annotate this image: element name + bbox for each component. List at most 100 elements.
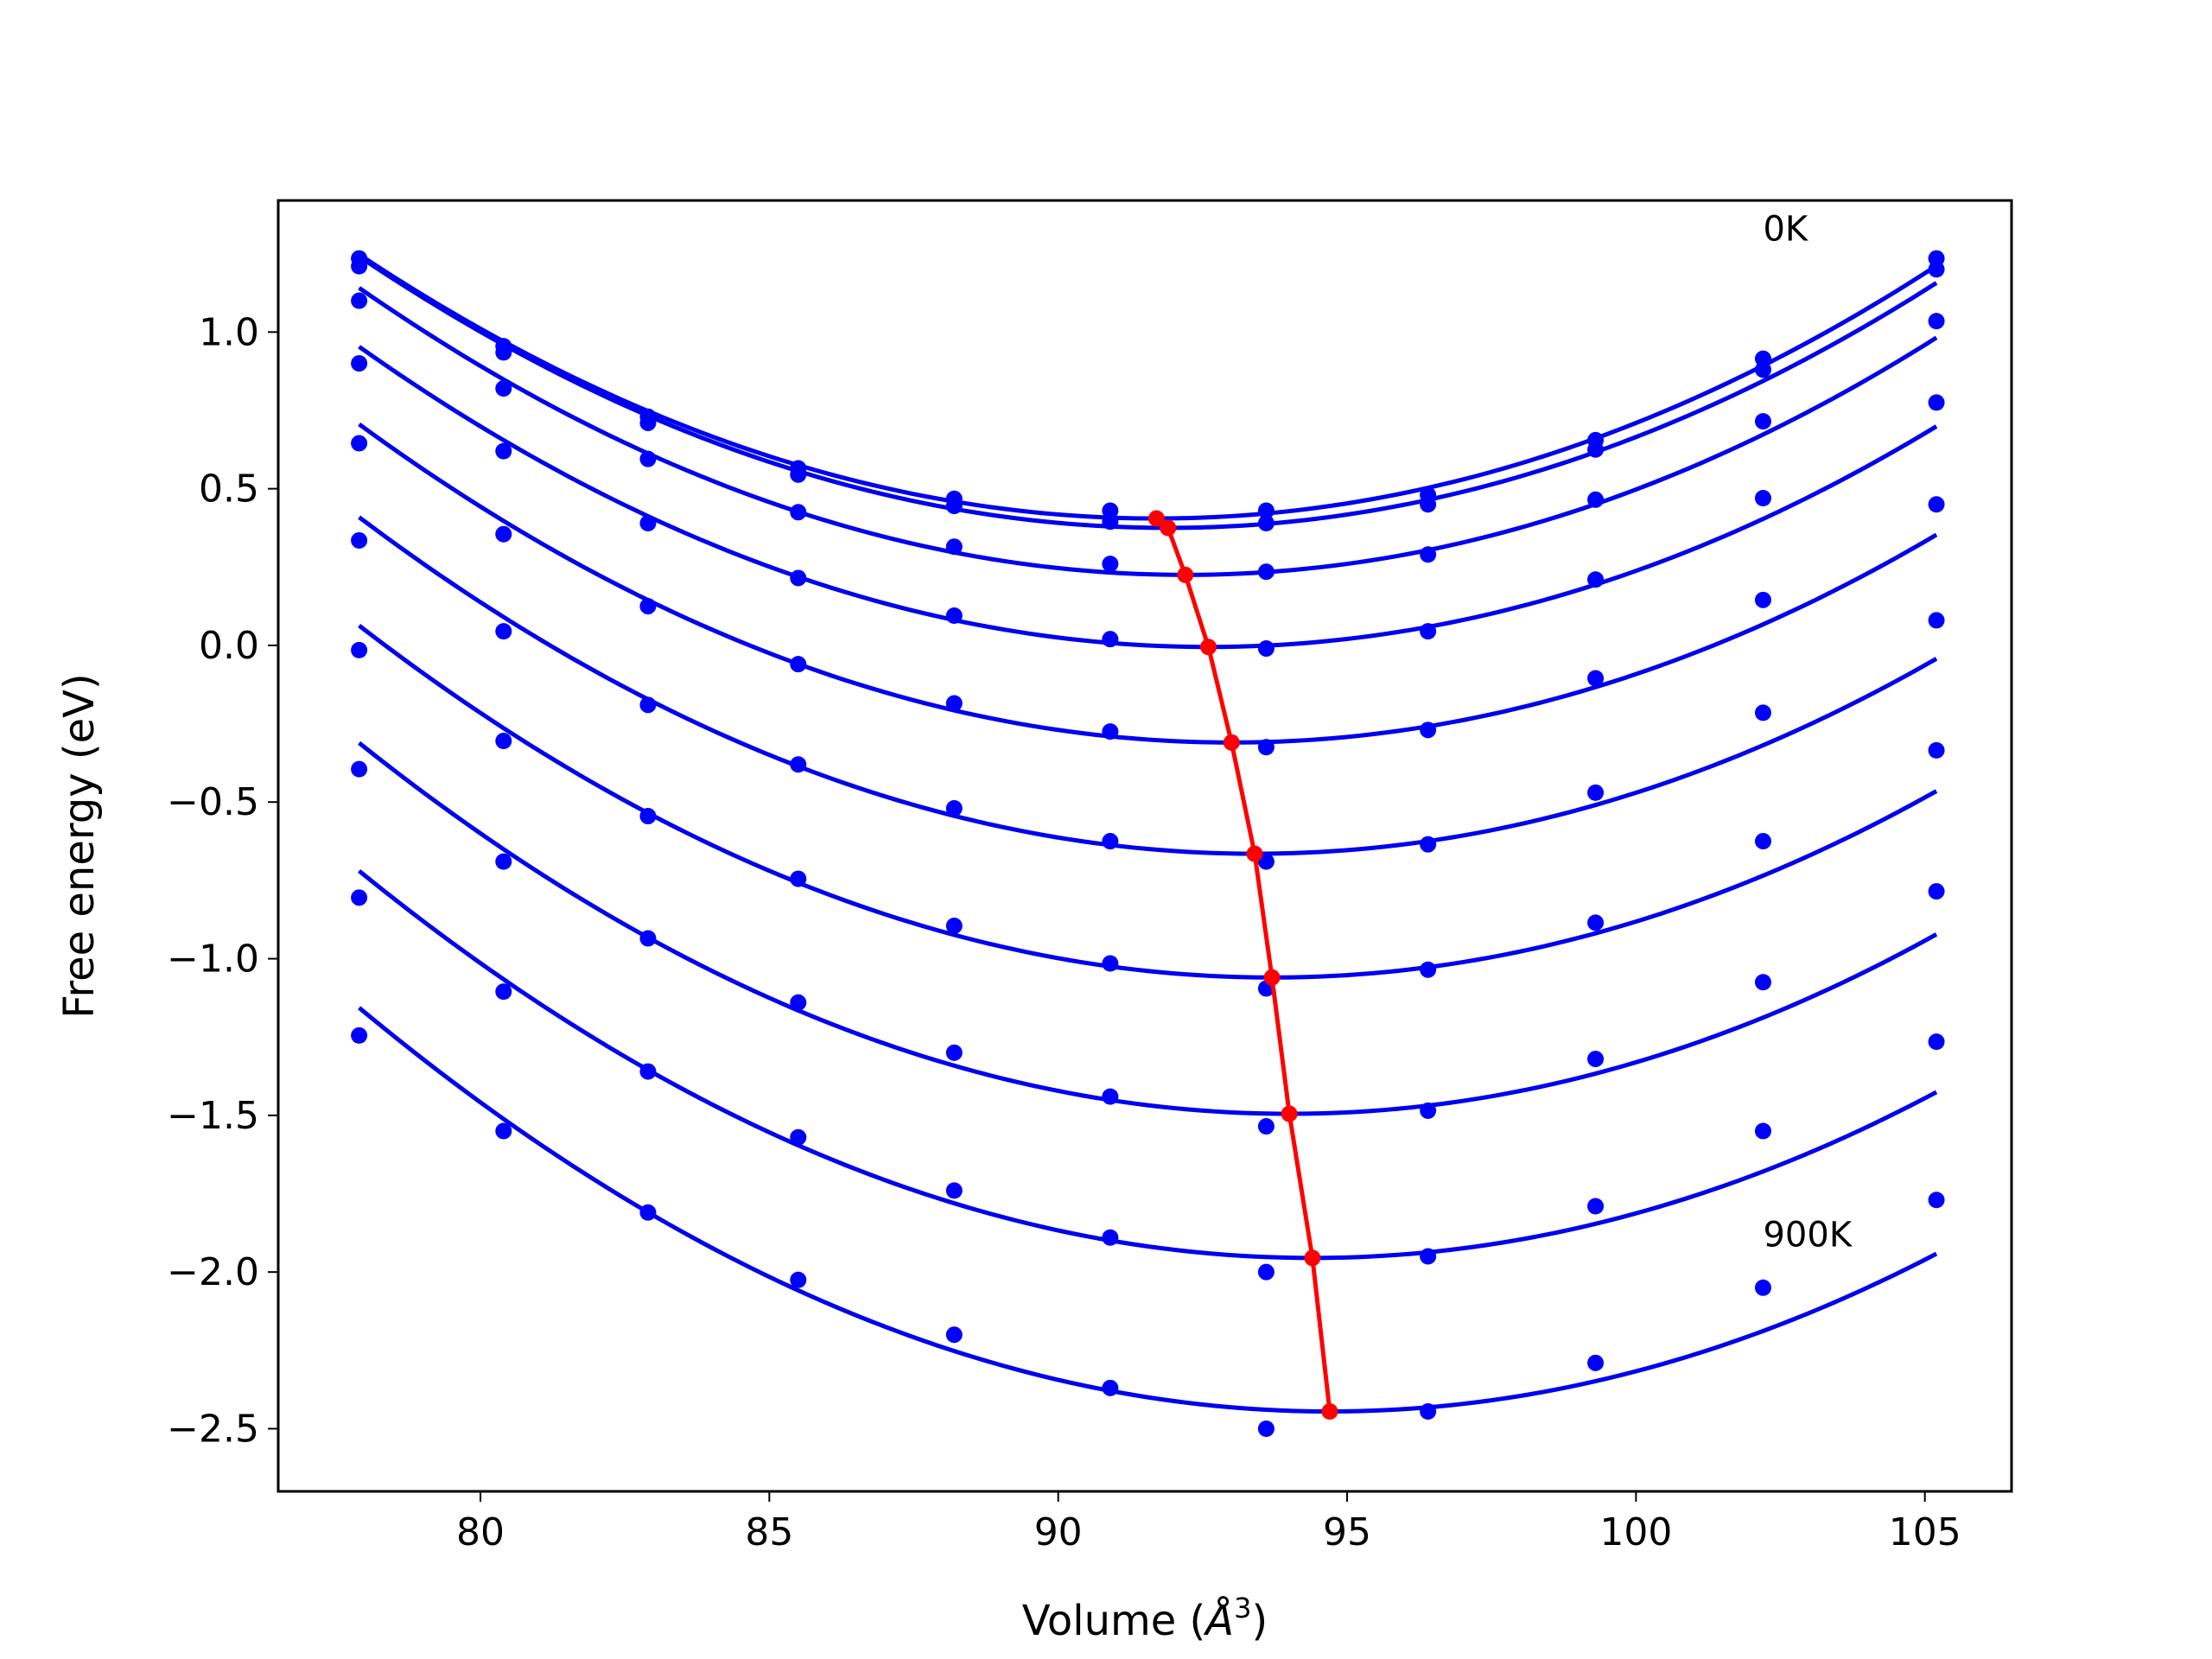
data-point-400K bbox=[1928, 496, 1945, 513]
data-point-700K bbox=[1102, 1088, 1119, 1105]
y-tick-label: −0.5 bbox=[167, 780, 259, 824]
x-tick-label: 100 bbox=[1599, 1510, 1672, 1554]
minimum-point-700K bbox=[1281, 1105, 1298, 1122]
data-point-700K bbox=[1587, 1051, 1605, 1068]
data-point-500K bbox=[1754, 704, 1771, 721]
data-point-800K bbox=[1754, 1122, 1771, 1140]
data-point-800K bbox=[1257, 1263, 1274, 1281]
data-point-200K bbox=[790, 504, 807, 521]
data-point-700K bbox=[639, 930, 657, 947]
data-point-100K bbox=[1257, 515, 1274, 531]
y-axis-ticks: 1.0 0.5 0.0 −0.5 −1.0 −1.5 −2.0 −2.5 bbox=[167, 310, 278, 1451]
annotation-900k: 900K bbox=[1763, 1216, 1853, 1255]
x-tick-label: 85 bbox=[745, 1510, 793, 1554]
data-point-500K bbox=[1420, 836, 1437, 853]
data-point-400K bbox=[790, 656, 807, 673]
x-axis-ticks: 80 85 90 95 100 105 bbox=[456, 1491, 1961, 1554]
data-point-300K bbox=[495, 442, 512, 460]
data-point-200K bbox=[1754, 413, 1771, 430]
minima-path bbox=[1154, 517, 1332, 1412]
minimum-point-100K bbox=[1160, 519, 1177, 537]
data-point-300K bbox=[1257, 640, 1274, 658]
data-point-100K bbox=[1420, 496, 1437, 513]
x-tick-label: 90 bbox=[1034, 1510, 1083, 1554]
data-point-900K bbox=[639, 1204, 657, 1221]
data-point-200K bbox=[1102, 556, 1119, 573]
y-tick-label: 1.0 bbox=[199, 310, 259, 354]
data-point-300K bbox=[1754, 489, 1771, 506]
data-point-500K bbox=[639, 696, 657, 714]
data-point-700K bbox=[1257, 1118, 1274, 1135]
data-point-500K bbox=[1928, 612, 1945, 629]
data-point-900K bbox=[1754, 1279, 1771, 1296]
data-point-800K bbox=[1587, 1198, 1605, 1215]
data-point-600K bbox=[495, 733, 512, 750]
data-point-800K bbox=[790, 1128, 807, 1146]
minimum-point-500K bbox=[1246, 845, 1263, 862]
data-point-200K bbox=[351, 292, 368, 309]
data-point-600K bbox=[1102, 955, 1119, 972]
data-point-900K bbox=[495, 1122, 512, 1140]
data-point-800K bbox=[639, 1063, 657, 1080]
data-point-800K bbox=[945, 1182, 963, 1199]
axes-frame bbox=[276, 199, 2013, 1493]
data-point-300K bbox=[1102, 631, 1119, 648]
data-point-300K bbox=[1928, 394, 1945, 411]
data-point-700K bbox=[1420, 1102, 1437, 1119]
x-tick-label: 105 bbox=[1889, 1510, 1961, 1554]
data-point-600K bbox=[639, 808, 657, 825]
data-point-200K bbox=[495, 380, 512, 397]
data-point-600K bbox=[1928, 741, 1945, 759]
fit-curves bbox=[358, 252, 1938, 1414]
data-point-500K bbox=[1587, 784, 1605, 801]
data-point-900K bbox=[1420, 1403, 1437, 1421]
fit-curve-0K bbox=[358, 252, 1938, 521]
data-point-600K bbox=[1420, 961, 1437, 978]
data-point-100K bbox=[351, 257, 368, 275]
minimum-point-400K bbox=[1223, 734, 1240, 751]
y-tick-label: 0.5 bbox=[199, 467, 259, 512]
data-point-200K bbox=[945, 538, 963, 556]
data-point-400K bbox=[945, 695, 963, 712]
data-point-700K bbox=[351, 760, 368, 778]
data-point-300K bbox=[1587, 571, 1605, 588]
annotation-0k: 0K bbox=[1763, 210, 1808, 250]
data-point-100K bbox=[945, 498, 963, 515]
data-point-100K bbox=[1587, 441, 1605, 458]
data-point-200K bbox=[639, 450, 657, 467]
data-point-800K bbox=[1102, 1229, 1119, 1246]
data-point-100K bbox=[495, 344, 512, 361]
minimum-point-300K bbox=[1200, 639, 1217, 656]
data-point-500K bbox=[945, 799, 963, 817]
fit-curve-100K bbox=[358, 254, 1938, 531]
y-tick-label: −1.0 bbox=[167, 938, 259, 982]
minima-line bbox=[1147, 510, 1338, 1421]
data-point-100K bbox=[790, 466, 807, 483]
minimum-point-900K bbox=[1321, 1403, 1338, 1421]
data-point-900K bbox=[1102, 1379, 1119, 1396]
data-point-400K bbox=[639, 598, 657, 615]
fit-curve-600K bbox=[358, 623, 1938, 980]
data-point-200K bbox=[1420, 546, 1437, 563]
data-point-700K bbox=[1754, 974, 1771, 991]
data-points bbox=[351, 250, 1945, 1437]
x-tick-label: 95 bbox=[1323, 1510, 1371, 1554]
data-point-100K bbox=[1928, 261, 1945, 278]
fit-curve-200K bbox=[358, 286, 1938, 577]
data-point-200K bbox=[1587, 491, 1605, 508]
fit-curve-700K bbox=[358, 741, 1938, 1116]
data-point-900K bbox=[1587, 1354, 1605, 1371]
data-point-800K bbox=[1928, 1033, 1945, 1051]
data-point-400K bbox=[1257, 739, 1274, 756]
data-point-500K bbox=[495, 623, 512, 640]
data-point-900K bbox=[1928, 1192, 1945, 1209]
y-tick-label: 0.0 bbox=[199, 624, 259, 668]
data-point-400K bbox=[351, 435, 368, 452]
data-point-700K bbox=[495, 853, 512, 870]
minimum-point-0K bbox=[1147, 510, 1165, 527]
data-point-600K bbox=[1754, 833, 1771, 850]
x-axis-title: Volume (Å3) bbox=[1022, 1592, 1268, 1645]
data-point-200K bbox=[1257, 563, 1274, 581]
fit-curve-500K bbox=[358, 515, 1938, 856]
